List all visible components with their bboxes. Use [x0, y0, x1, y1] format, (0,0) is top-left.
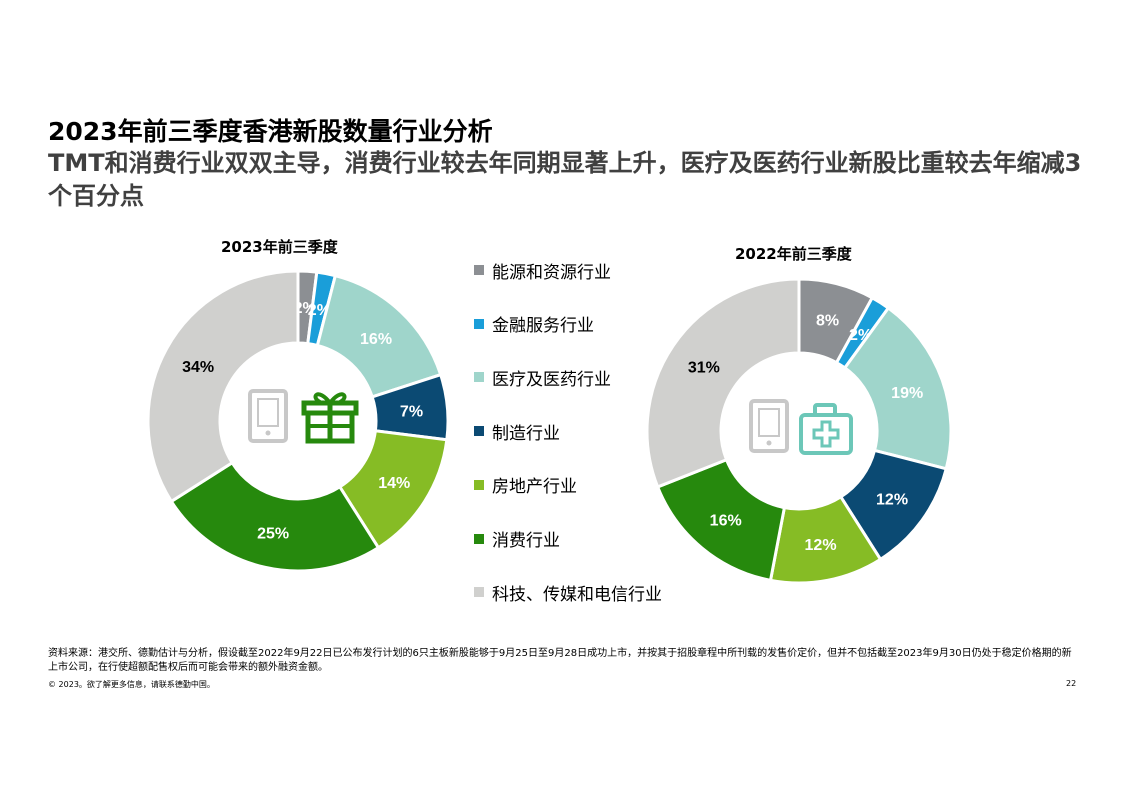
donut-chart-2022: 8%2%19%12%12%16%31%	[645, 277, 953, 585]
donut-slice	[842, 305, 953, 471]
chart-title-2022: 2022年前三季度	[735, 245, 852, 263]
copyright-text: © 2023。欲了解更多信息，请联系德勤中国。	[48, 680, 215, 689]
legend-label: 制造行业	[492, 423, 560, 444]
legend-label: 医疗及医药行业	[492, 369, 611, 390]
slice-label: 8%	[816, 313, 839, 330]
slice-label: 14%	[378, 475, 410, 492]
medical-kit-icon	[799, 403, 853, 455]
page-title: 2023年前三季度香港新股数量行业分析	[48, 117, 493, 146]
legend-item: 科技、传媒和电信行业	[474, 581, 662, 605]
slice-label: 34%	[182, 359, 214, 376]
slice-label: 12%	[805, 537, 837, 554]
legend-swatch	[474, 265, 484, 275]
legend-item: 制造行业	[474, 420, 560, 444]
legend-item: 金融服务行业	[474, 313, 594, 337]
tablet-icon	[749, 399, 789, 453]
tablet-icon	[248, 389, 288, 443]
donut-chart-2023: 2%2%16%7%14%25%34%	[146, 269, 450, 573]
legend-item: 能源和资源行业	[474, 259, 611, 283]
source-footnote: 资料来源：港交所、德勤估计与分析，假设截至2022年9月22日已公布发行计划的6…	[48, 648, 1072, 673]
legend-swatch	[474, 426, 484, 437]
legend-label: 科技、传媒和电信行业	[492, 584, 662, 605]
legend-swatch	[474, 372, 484, 383]
slice-label: 16%	[360, 331, 392, 348]
chart-title-2023: 2023年前三季度	[221, 238, 338, 256]
slice-label: 7%	[400, 403, 423, 420]
slice-label: 25%	[257, 525, 289, 542]
legend-item: 房地产行业	[474, 474, 577, 498]
legend-item: 消费行业	[474, 528, 560, 551]
gift-icon	[301, 392, 359, 444]
legend-label: 金融服务行业	[492, 316, 594, 337]
legend-label: 房地产行业	[492, 477, 577, 498]
slice-label: 31%	[688, 359, 720, 376]
legend-label: 能源和资源行业	[492, 262, 611, 283]
legend-item: 医疗及医药行业	[474, 366, 611, 390]
legend-label: 消费行业	[492, 531, 560, 551]
slice-label: 16%	[710, 513, 742, 530]
page-subtitle: TMT和消费行业双双主导，消费行业较去年同期显著上升，医疗及医药行业新股比重较去…	[48, 149, 1082, 210]
slice-label: 12%	[876, 492, 908, 509]
slice-label: 19%	[891, 385, 923, 402]
legend-swatch	[474, 318, 484, 329]
legend-swatch	[474, 533, 484, 544]
donut-slice	[169, 460, 381, 573]
donut-slice	[645, 277, 801, 489]
donut-slice	[146, 269, 300, 504]
page-number: 22	[1066, 679, 1077, 688]
legend-swatch	[474, 587, 484, 598]
legend-swatch	[474, 479, 484, 490]
